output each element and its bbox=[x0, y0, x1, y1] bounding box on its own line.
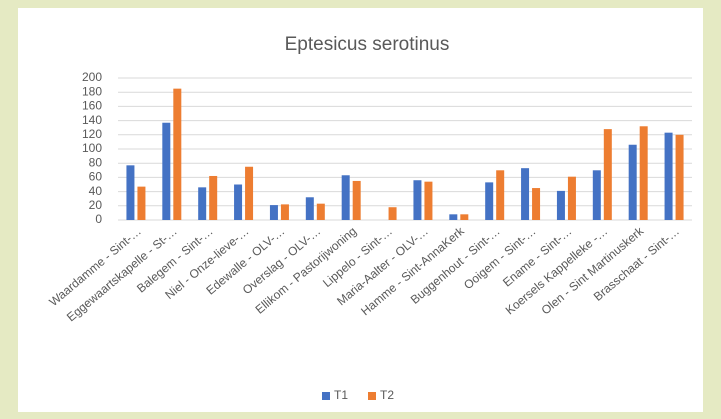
y-tick-label: 20 bbox=[89, 198, 103, 212]
bar bbox=[209, 175, 218, 220]
y-tick-label: 80 bbox=[89, 155, 103, 169]
bar bbox=[316, 203, 325, 220]
bar bbox=[424, 181, 433, 220]
y-tick-label: 200 bbox=[82, 70, 102, 84]
y-tick-label: 140 bbox=[82, 113, 102, 127]
bar bbox=[352, 180, 361, 220]
bar bbox=[628, 144, 637, 220]
chart-title: Eptesicus serotinus bbox=[285, 34, 450, 55]
bar bbox=[664, 132, 673, 220]
y-tick-label: 160 bbox=[82, 99, 102, 113]
bar bbox=[126, 165, 135, 220]
bar bbox=[567, 176, 576, 220]
legend-swatch bbox=[368, 392, 376, 400]
bar bbox=[521, 168, 530, 220]
bar bbox=[234, 184, 243, 220]
y-tick-label: 120 bbox=[82, 127, 102, 141]
bar bbox=[496, 170, 505, 220]
bar bbox=[460, 214, 469, 220]
legend-label: T1 bbox=[334, 388, 348, 402]
bar bbox=[592, 170, 601, 220]
bar bbox=[305, 197, 314, 220]
bar bbox=[137, 186, 146, 220]
y-tick-label: 100 bbox=[82, 141, 102, 155]
legend-label: T2 bbox=[380, 388, 394, 402]
bar bbox=[603, 129, 612, 220]
bar bbox=[675, 134, 684, 220]
bar bbox=[388, 207, 397, 220]
bar bbox=[556, 190, 565, 220]
y-tick-label: 0 bbox=[95, 212, 102, 226]
bar bbox=[449, 214, 458, 220]
bar bbox=[173, 88, 182, 221]
bar bbox=[341, 175, 350, 220]
legend-swatch bbox=[322, 392, 330, 400]
bar bbox=[639, 126, 648, 220]
bar bbox=[532, 188, 541, 220]
bar bbox=[413, 180, 422, 220]
bar bbox=[280, 204, 289, 220]
bar bbox=[245, 166, 254, 220]
y-tick-label: 60 bbox=[89, 170, 103, 184]
bar bbox=[198, 187, 207, 220]
y-tick-label: 180 bbox=[82, 84, 102, 98]
bar bbox=[162, 122, 171, 220]
y-tick-label: 40 bbox=[89, 184, 103, 198]
bar bbox=[485, 182, 494, 220]
bar bbox=[269, 205, 278, 220]
